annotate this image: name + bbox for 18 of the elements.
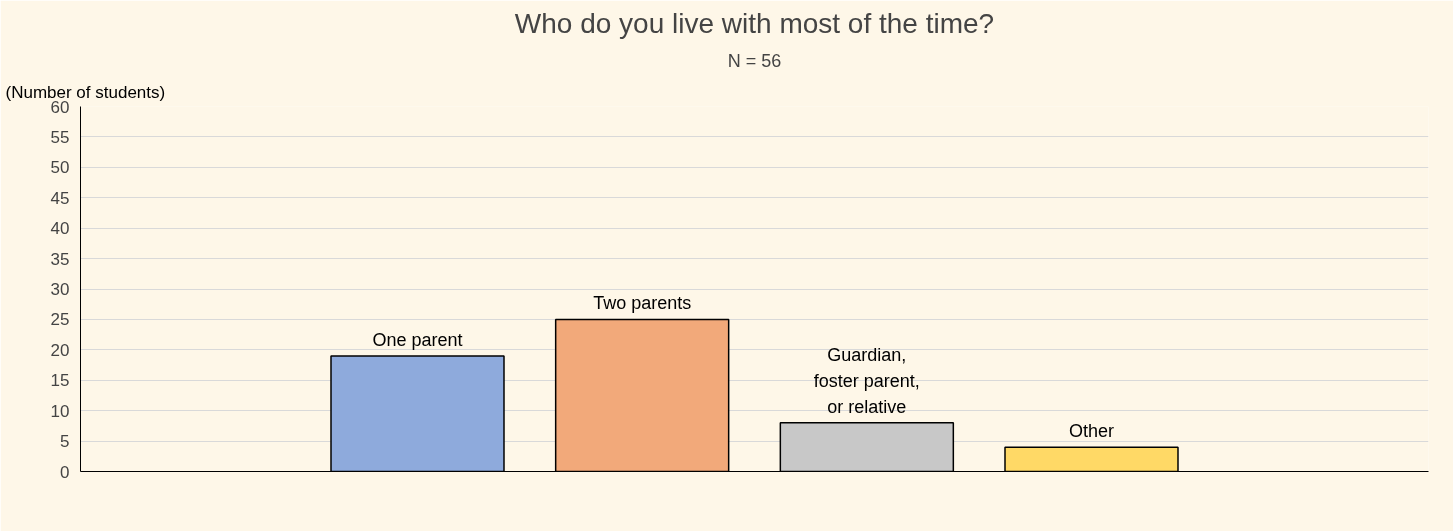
chart-subtitle: N = 56	[727, 50, 782, 71]
y-tick-label: 5	[60, 432, 70, 452]
x-tick-label: Two parents	[593, 293, 692, 314]
y-tick-label: 40	[50, 219, 70, 239]
chart-title: Who do you live with most of the time?	[514, 7, 995, 39]
y-tick-label: 50	[50, 158, 70, 178]
y-tick-label: 45	[50, 188, 70, 208]
x-tick-label: Other	[1068, 421, 1115, 442]
x-tick-label: One parent	[372, 329, 463, 350]
y-tick-label: 20	[50, 340, 70, 360]
y-tick-label: 25	[50, 310, 70, 330]
y-tick-label: 10	[50, 401, 70, 421]
y-tick-label: 0	[60, 462, 70, 482]
y-tick-label: 15	[50, 371, 70, 391]
y-tick-label: 30	[50, 280, 70, 299]
x-tick-label: Guardian, foster parent, or relative	[813, 344, 920, 417]
y-tick-label: 55	[50, 127, 70, 147]
y-tick-label: 35	[50, 249, 70, 269]
